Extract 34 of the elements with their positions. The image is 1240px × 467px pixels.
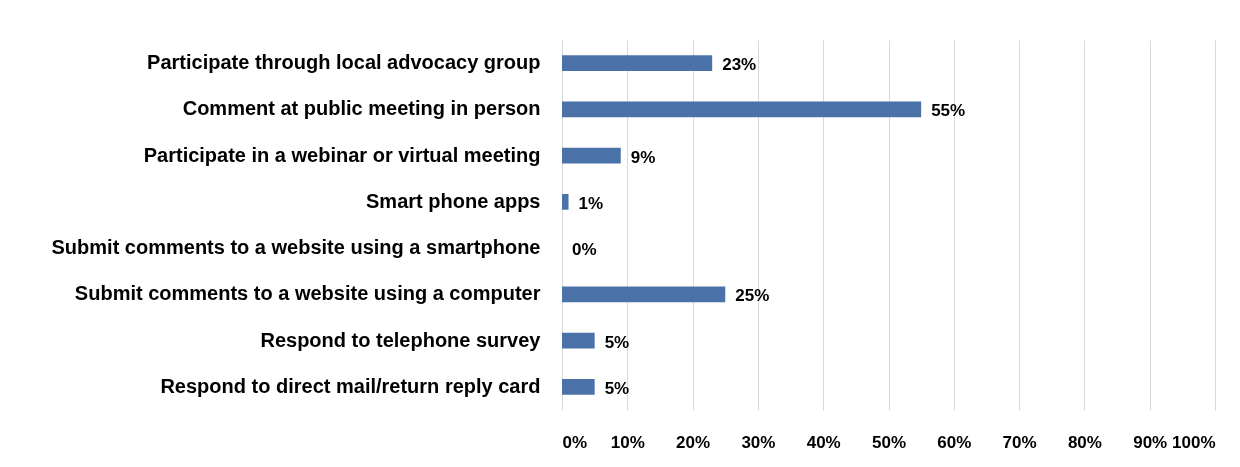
x-tick-label: 30% — [741, 432, 776, 452]
data-label: 1% — [578, 193, 604, 213]
y-tick-label: Participate through local advocacy group — [147, 51, 541, 74]
x-tick-label: 90% — [1133, 432, 1168, 452]
x-tick-label: 80% — [1067, 432, 1102, 452]
x-tick-label: 70% — [1002, 432, 1037, 452]
x-tick-label: 0% — [562, 432, 588, 452]
data-label: 0% — [572, 240, 597, 260]
data-label: 5% — [604, 332, 630, 352]
data-label: 5% — [604, 378, 630, 398]
x-tick-label: 40% — [806, 432, 841, 452]
bar — [562, 147, 621, 164]
x-tick-label: 60% — [937, 432, 972, 452]
y-tick-label: Respond to direct mail/return reply card — [160, 374, 541, 397]
y-tick-label: Comment at public meeting in person — [182, 97, 541, 120]
bar — [562, 101, 922, 118]
data-label: 9% — [630, 147, 656, 167]
x-tick-label: 100% — [1172, 432, 1216, 452]
data-label: 25% — [735, 286, 770, 306]
x-tick-label: 20% — [676, 432, 711, 452]
y-tick-label: Submit comments to a website using a computer — [74, 282, 541, 305]
bar — [562, 55, 713, 71]
data-label: 23% — [722, 55, 757, 75]
y-tick-label: Smart phone apps — [366, 189, 541, 212]
bar — [562, 286, 726, 303]
bar — [562, 379, 595, 395]
x-tick-label: 50% — [871, 432, 907, 452]
data-label: 55% — [931, 101, 966, 121]
bar — [562, 194, 569, 210]
y-tick-label: Participate in a webinar or virtual meeting — [143, 143, 541, 166]
y-tick-label: Submit comments to a website using a smartphone — [51, 236, 541, 259]
y-tick-label: Respond to telephone survey — [260, 328, 542, 351]
x-tick-label: 10% — [610, 432, 645, 452]
bar — [562, 332, 595, 349]
